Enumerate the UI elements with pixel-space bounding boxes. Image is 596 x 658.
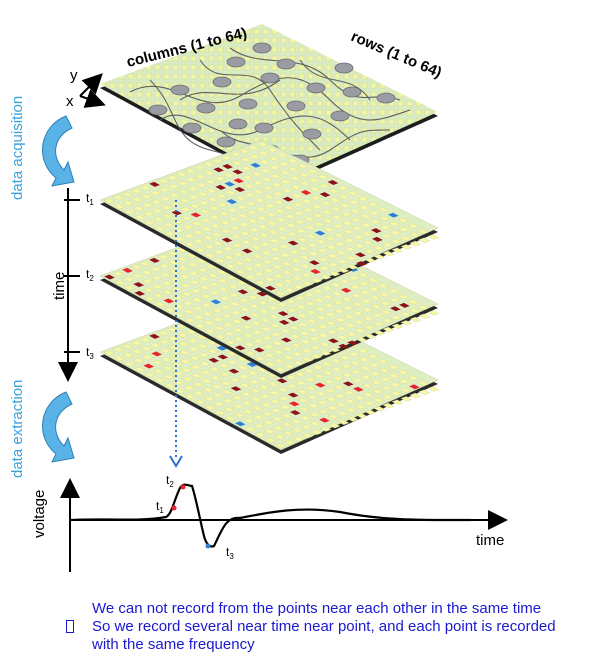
trace-marker-label: t3 (226, 545, 234, 561)
data-extraction-label: data extraction (9, 380, 26, 478)
bullet-box (66, 620, 74, 633)
voltage-label: voltage (31, 490, 48, 538)
caption-line: We can not record from the points near e… (92, 600, 542, 617)
trace-marker-label: t2 (166, 473, 174, 489)
curved-arrow-icon (42, 391, 75, 463)
time-axis (58, 188, 80, 382)
curved-arrow-icon (42, 115, 75, 187)
time-step-label: t1 (86, 191, 94, 207)
data-acquisition-label: data acquisition (9, 96, 26, 200)
recording-grid (99, 139, 440, 302)
caption-line: So we record several near time near poin… (92, 618, 556, 635)
projection-line (169, 200, 183, 468)
xy-axes-icon (79, 73, 106, 108)
axis-x-label: x (66, 93, 74, 110)
time-step-label: t2 (86, 267, 94, 283)
caption: We can not record from the points near e… (92, 600, 592, 654)
voltage-trace (69, 483, 470, 548)
rows-label: rows (1 to 64) (348, 28, 444, 81)
trace-marker-label: t1 (156, 499, 164, 515)
voltage-plot (60, 478, 508, 572)
recording-layers (99, 139, 440, 454)
time-step-label: t3 (86, 345, 94, 361)
caption-line: with the same frequency (92, 636, 255, 653)
time-horizontal-label: time (476, 532, 504, 549)
axis-y-label: y (70, 67, 78, 84)
time-vertical-label: time (51, 272, 68, 300)
